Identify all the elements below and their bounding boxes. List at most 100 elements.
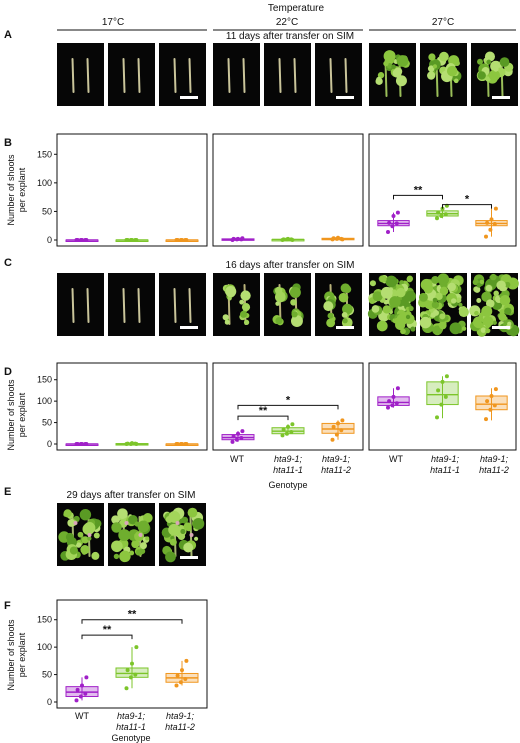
x-label-hta11-2-l2: hta11-2 xyxy=(321,465,351,475)
box xyxy=(426,381,459,406)
data-point xyxy=(436,210,441,215)
data-point xyxy=(280,433,285,438)
data-point xyxy=(75,238,80,242)
data-point xyxy=(340,418,345,423)
data-point xyxy=(178,680,183,685)
data-point xyxy=(84,238,89,242)
photo-row-c xyxy=(57,273,520,337)
scale-bar xyxy=(180,326,198,329)
panel-label-e: E xyxy=(4,486,11,498)
data-point xyxy=(174,683,179,688)
data-point xyxy=(184,238,189,242)
x-label-wt: WT xyxy=(75,711,89,721)
data-point xyxy=(74,698,79,703)
data-point xyxy=(390,224,395,229)
data-point xyxy=(485,399,490,404)
panel-label-b: B xyxy=(4,137,12,149)
box-panel-B-22°C xyxy=(212,133,364,247)
significance-label: ** xyxy=(259,405,268,417)
photo-tile xyxy=(57,273,104,336)
photo-tile xyxy=(367,273,417,336)
y-tick-label: 0 xyxy=(47,439,52,449)
photo-row-e xyxy=(57,503,206,566)
photo-tile xyxy=(213,273,260,336)
photo-tile xyxy=(418,273,469,336)
significance-label: ** xyxy=(128,609,137,621)
box-panel-D-17°C: 0 50 100 150 xyxy=(37,362,208,451)
y-tick-label: 50 xyxy=(42,206,52,216)
data-point xyxy=(334,432,339,437)
panel-label-c: C xyxy=(4,257,12,269)
x-label-wt: WT xyxy=(230,454,244,464)
x-label-hta11-2-l2: hta11-2 xyxy=(479,465,509,475)
data-point xyxy=(443,212,448,217)
data-point xyxy=(130,238,134,242)
panel-label-a: A xyxy=(4,29,12,41)
x-label-hta11-1-l1: hta9-1; xyxy=(117,711,146,721)
y-axis-title-d: Number of shoots per explant xyxy=(6,379,27,451)
photo-tile xyxy=(108,503,155,566)
data-point xyxy=(80,238,84,242)
svg-text:per explant: per explant xyxy=(17,632,27,677)
x-label-hta11-2-l2: hta11-2 xyxy=(165,722,195,732)
svg-text:per explant: per explant xyxy=(17,167,27,212)
significance-bracket xyxy=(442,204,492,209)
data-point xyxy=(435,216,439,221)
data-point xyxy=(444,374,449,379)
photo-tile xyxy=(420,43,467,106)
data-point xyxy=(286,236,290,241)
data-point xyxy=(281,427,286,432)
data-point xyxy=(125,441,130,446)
data-point xyxy=(289,430,294,434)
photo-tile xyxy=(108,43,155,106)
x-label-hta11-1-l2: hta11-1 xyxy=(273,465,303,475)
data-point xyxy=(336,235,340,240)
x-labels-d22: WT hta9-1; hta11-1 hta9-1; hta11-2 Genot… xyxy=(230,454,351,490)
data-point xyxy=(391,394,396,399)
data-point xyxy=(331,236,336,241)
panel-label-d: D xyxy=(4,366,12,378)
data-point xyxy=(439,214,444,218)
data-point xyxy=(339,428,344,433)
data-point xyxy=(493,206,498,211)
row-e-title: 29 days after transfer on SIM xyxy=(67,490,196,501)
x-label-hta11-2-l1: hta9-1; xyxy=(480,454,509,464)
x-labels-d27: WT hta9-1; hta11-1 hta9-1; hta11-2 xyxy=(389,454,509,475)
data-point xyxy=(331,424,336,429)
y-tick-label: 50 xyxy=(42,418,52,428)
data-point xyxy=(387,220,392,225)
y-tick-label: 100 xyxy=(37,642,52,652)
x-labels-f: WT hta9-1; hta11-1 hta9-1; hta11-2 Genot… xyxy=(75,711,195,743)
data-point xyxy=(485,220,490,225)
box xyxy=(475,395,508,411)
x-label-hta11-1-l2: hta11-1 xyxy=(430,465,460,475)
svg-text:Number of shoots: Number of shoots xyxy=(6,154,16,226)
data-point xyxy=(75,442,80,446)
temp-label-27: 27°C xyxy=(432,17,454,28)
x-label-wt: WT xyxy=(389,454,403,464)
panel-label-f: F xyxy=(4,600,11,612)
data-point xyxy=(124,686,129,691)
data-point xyxy=(175,238,180,242)
data-point xyxy=(134,442,139,446)
data-point xyxy=(394,401,399,406)
temp-label-22: 22°C xyxy=(276,17,298,28)
photo-tile xyxy=(159,273,206,336)
data-point xyxy=(184,658,189,663)
data-point xyxy=(130,441,134,446)
significance-bracket xyxy=(393,194,443,200)
data-point xyxy=(180,442,184,446)
x-axis-title-f: Genotype xyxy=(111,733,150,743)
scale-bar xyxy=(180,96,198,99)
scale-bar xyxy=(180,556,198,559)
data-point xyxy=(236,431,240,436)
data-point xyxy=(130,661,134,666)
data-point xyxy=(443,394,448,399)
data-point xyxy=(240,236,245,241)
data-point xyxy=(493,387,498,392)
data-point xyxy=(180,238,184,242)
x-axis-title-d: Genotype xyxy=(268,480,307,490)
data-point xyxy=(386,405,390,410)
row-c-title: 16 days after transfer on SIM xyxy=(226,260,355,271)
